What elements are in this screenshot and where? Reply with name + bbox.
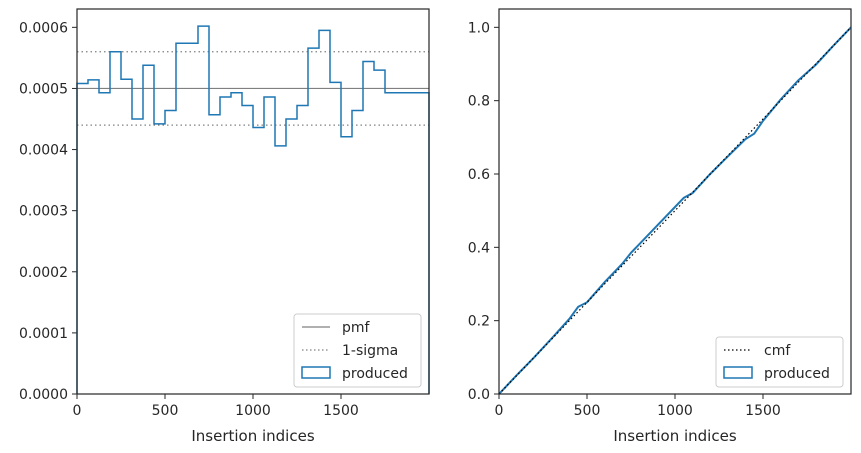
legend-label-1-sigma: 1-sigma: [342, 343, 398, 359]
y-tick-label: 0.0005: [19, 81, 68, 97]
plot-frame: [76, 8, 430, 395]
legend-label-produced: produced: [342, 366, 408, 382]
legend-box: [293, 313, 422, 388]
legend-label-pmf: pmf: [342, 320, 371, 336]
y-tick-label: 0.0001: [19, 326, 68, 342]
y-tick-label: 0.0: [468, 387, 490, 403]
legend-box: [715, 336, 844, 388]
y-tick-label: 0.0000: [19, 387, 68, 403]
y-tick-label: 0.0006: [19, 20, 68, 36]
x-tick-label: 0: [73, 403, 82, 419]
y-tick-label: 1.0: [468, 20, 490, 36]
y-tick-label: 0.6: [468, 167, 490, 183]
legend: pmf 1-sigma produced: [293, 313, 422, 388]
chart-left-pmf: 0.0000 0.0001 0.0002 0.0003 0.0004 0.0005 0.00…: [19, 8, 430, 445]
x-tick-label: 1500: [323, 403, 359, 419]
y-tick-label: 0.0002: [19, 265, 68, 281]
y-tick-label: 0.8: [468, 94, 490, 110]
x-tick-label: 0: [495, 403, 504, 419]
legend: cmf produced: [715, 336, 844, 388]
y-tick-label: 0.0003: [19, 204, 68, 220]
y-tick-label: 0.2: [468, 314, 490, 330]
x-tick-label: 1500: [745, 403, 781, 419]
produced-step-series: [76, 25, 430, 394]
x-tick-label: 500: [152, 403, 179, 419]
x-tick-label: 500: [574, 403, 601, 419]
legend-handle-produced: [723, 366, 753, 379]
legend-label-produced: produced: [764, 366, 830, 382]
legend-label-cmf: cmf: [764, 343, 791, 359]
y-tick-label: 0.4: [468, 240, 490, 256]
cmf-series: [498, 26, 852, 395]
y-tick-label: 0.0004: [19, 143, 68, 159]
plot-frame: [498, 8, 852, 395]
chart-right-cmf: 0.0 0.2 0.4 0.6 0.8 1.0 0 500 1000 1500 Insertion …: [468, 8, 852, 445]
x-tick-label: 1000: [657, 403, 693, 419]
produced-cumulative-series: [498, 26, 852, 395]
x-tick-label: 1000: [235, 403, 271, 419]
x-axis-label: Insertion indices: [191, 427, 314, 445]
x-axis-label: Insertion indices: [613, 427, 736, 445]
legend-handle-produced: [301, 366, 331, 379]
